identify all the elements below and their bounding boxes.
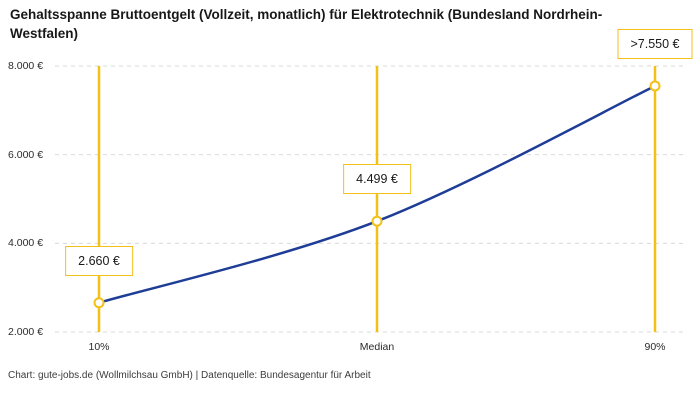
x-axis-label-p90: 90% <box>644 341 666 353</box>
y-axis-tick-8000: 8.000 € <box>8 60 44 72</box>
data-point-marker <box>371 215 383 227</box>
x-axis-label-median: Median <box>359 341 395 353</box>
data-point-marker <box>93 297 105 309</box>
y-axis-tick-4000: 4.000 € <box>8 237 44 250</box>
source-attribution: Chart: gute-jobs.de (Wollmilchsau GmbH) … <box>8 370 371 381</box>
value-label-p10: 2.660 € <box>65 245 133 276</box>
chart-title: Gehaltsspanne Bruttoentgelt (Vollzeit, m… <box>10 7 603 41</box>
x-axis-label-p10: 10% <box>88 341 110 353</box>
y-axis-tick-2000: 2.000 € <box>8 326 44 338</box>
value-label-median: 4.499 € <box>343 164 411 195</box>
y-axis-tick-6000: 6.000 € <box>8 148 44 161</box>
value-label-p90: >7.550 € <box>617 28 693 59</box>
data-point-marker <box>649 80 661 92</box>
